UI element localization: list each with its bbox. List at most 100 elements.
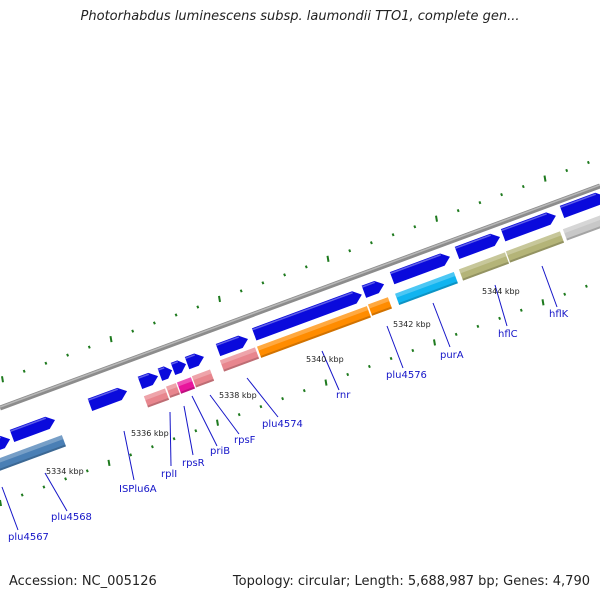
leader-hflK (541, 265, 558, 308)
major-tick (107, 459, 111, 467)
gene-label-purA[interactable]: purA (440, 350, 464, 361)
leader-rpsR (183, 405, 194, 456)
cds-arrow-8[interactable] (215, 333, 250, 357)
cds-arrow-10[interactable] (361, 278, 387, 298)
minor-tick (42, 485, 46, 489)
cds-arrow-12[interactable] (454, 231, 503, 260)
gene-label-plu4574[interactable]: plu4574 (262, 419, 303, 430)
leader-hflC (494, 284, 508, 327)
minor-tick (237, 413, 241, 417)
ruler-label-5338: 5338 kbp (219, 391, 257, 400)
ruler-labels: 5334 kbp 5336 kbp 5338 kbp 5340 kbp 5342… (46, 287, 520, 476)
leader-ISPlu6A (123, 430, 135, 481)
gene-label-rnr[interactable]: rnr (336, 390, 351, 401)
gene-label-hflK[interactable]: hflK (549, 309, 569, 320)
gene-label-plu4576[interactable]: plu4576 (386, 370, 427, 381)
minor-tick (174, 313, 178, 317)
leader-plu4567 (1, 486, 19, 531)
gene-labels: plu4567 plu4568 ISPlu6A rplI rpsR priB r… (8, 309, 569, 543)
cds-arrow-5[interactable] (157, 364, 175, 381)
feature-olive-1[interactable] (458, 252, 510, 281)
feature-orange-1[interactable] (257, 306, 371, 358)
cds-arrow-9[interactable] (251, 288, 364, 341)
cds-arrow-6[interactable] (170, 358, 189, 376)
gene-label-plu4567[interactable]: plu4567 (8, 532, 49, 543)
feature-steel[interactable] (0, 435, 66, 472)
major-tick (543, 175, 547, 182)
feature-orange-2[interactable] (367, 297, 393, 316)
minor-tick (150, 445, 154, 449)
leader-plu4576 (386, 325, 404, 369)
cds-arrow-7[interactable] (184, 351, 206, 370)
gene-label-rpsR[interactable]: rpsR (182, 458, 205, 469)
minor-tick (521, 184, 525, 189)
gene-label-ISPlu6A[interactable]: ISPlu6A (119, 484, 157, 495)
cds-arrow-13[interactable] (500, 210, 558, 242)
major-tick (435, 215, 438, 222)
label-leaders (1, 265, 558, 531)
feature-row (0, 214, 600, 472)
minor-tick (281, 397, 285, 401)
leader-priB (191, 395, 218, 447)
minor-tick (152, 321, 156, 325)
gene-label-priB[interactable]: priB (210, 446, 230, 457)
minor-tick (454, 332, 458, 337)
minor-tick (85, 469, 89, 473)
ruler-label-5336: 5336 kbp (131, 429, 169, 438)
minor-tick (87, 345, 91, 349)
minor-tick (239, 289, 243, 293)
minor-tick (172, 437, 176, 441)
minor-tick (411, 348, 415, 353)
cds-arrow-14[interactable] (559, 190, 600, 219)
gene-label-hflC[interactable]: hflC (498, 329, 518, 340)
minor-tick (131, 329, 135, 333)
minor-tick (478, 201, 482, 205)
minor-tick (66, 353, 70, 357)
major-tick (433, 339, 436, 346)
minor-tick (302, 388, 306, 393)
cds-arrow-2[interactable] (9, 414, 58, 443)
minor-tick (563, 292, 567, 296)
minor-tick (304, 265, 308, 269)
cds-arrow-1[interactable] (0, 433, 12, 451)
major-tick (109, 335, 113, 343)
leader-plu4574 (246, 377, 279, 418)
feature-salmon-1[interactable] (143, 388, 170, 408)
feature-salmon-3[interactable] (191, 369, 215, 388)
major-tick (218, 295, 221, 303)
minor-tick (413, 225, 417, 229)
gene-label-rplI[interactable]: rplI (161, 469, 177, 480)
cds-row (0, 190, 600, 451)
major-tick (216, 419, 219, 426)
major-tick (326, 255, 330, 262)
minor-tick (346, 372, 350, 377)
cds-arrow-11[interactable] (389, 251, 452, 285)
feature-grey[interactable] (562, 214, 600, 241)
gene-label-plu4568[interactable]: plu4568 (51, 512, 92, 523)
genome-meta-text: Topology: circular; Length: 5,688,987 bp… (232, 574, 590, 589)
backbone-highlight (0, 184, 600, 408)
minor-tick (367, 364, 371, 369)
cds-arrow-3[interactable] (87, 385, 130, 411)
major-tick (324, 379, 328, 386)
ruler-label-5344: 5344 kbp (482, 287, 520, 296)
feature-salmon-2[interactable] (166, 383, 180, 398)
minor-tick (261, 281, 265, 285)
minor-tick (389, 356, 393, 361)
minor-tick (586, 160, 590, 165)
major-tick (0, 499, 2, 507)
feature-salmon-4[interactable] (219, 347, 260, 372)
map-title: Photorhabdus luminescens subsp. laumondi… (80, 9, 520, 24)
feature-magenta[interactable] (176, 377, 196, 394)
minor-tick (476, 324, 480, 328)
cds-arrow-4[interactable] (137, 370, 161, 389)
minor-tick (64, 477, 68, 481)
gene-label-rpsF[interactable]: rpsF (234, 435, 256, 446)
minor-tick (20, 493, 24, 497)
feature-cyan[interactable] (395, 272, 458, 305)
minor-tick (348, 249, 352, 253)
leader-purA (432, 302, 451, 348)
feature-olive-2[interactable] (505, 231, 565, 263)
major-tick (541, 299, 545, 306)
